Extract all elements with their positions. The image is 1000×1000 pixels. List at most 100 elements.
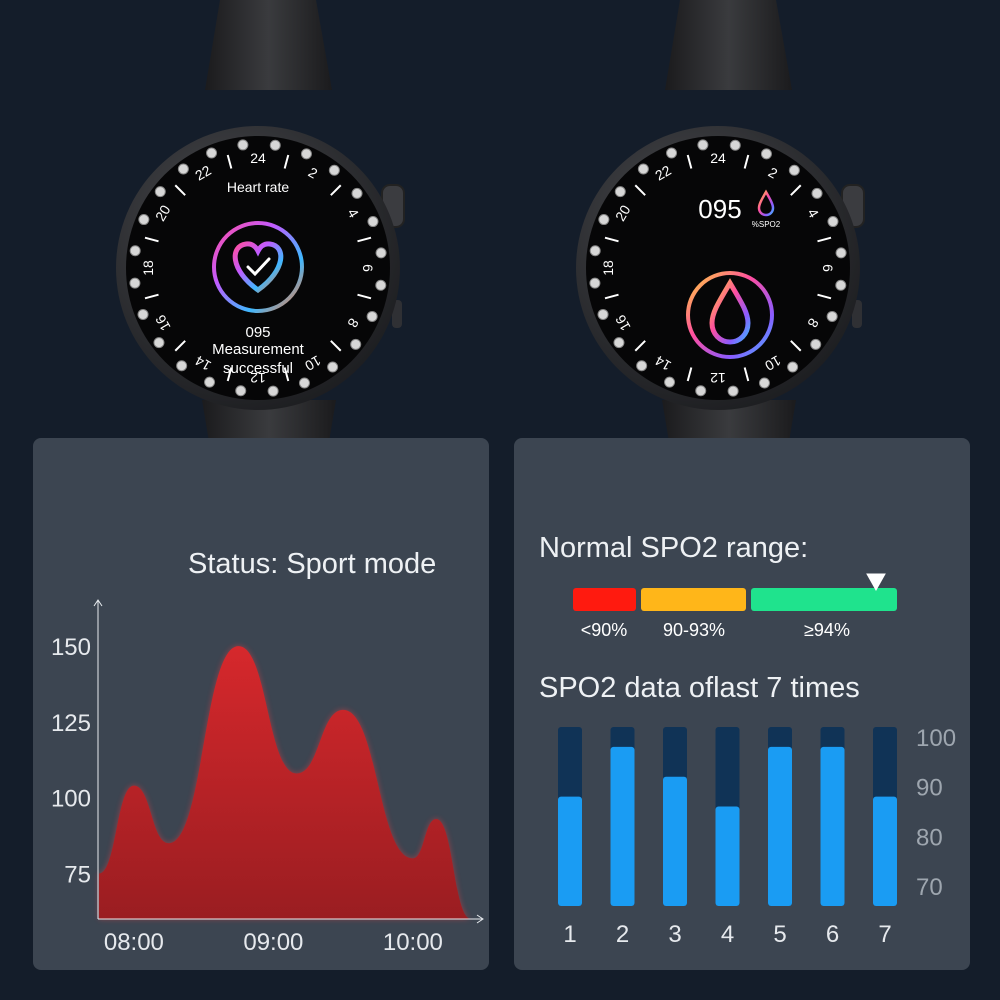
spo2-bar [873,796,897,906]
x-tick-label: 08:00 [104,929,164,956]
dial-number: 22 [192,162,214,184]
bezel-stud [597,308,609,320]
bezel-stud [760,148,772,160]
watch-strap-top [665,0,792,90]
bezel-stud [637,163,649,175]
range-segment-mid [641,588,746,611]
dial-tick [357,293,372,300]
watch-bezel [586,136,850,400]
spo2-panel: Normal SPO2 range: <90% 90-93% ≥94% SPO2… [514,438,970,970]
spo2-bar [610,746,635,906]
dial-number: 18 [600,260,616,276]
dial-tick [330,184,342,196]
spo2-chart-title: SPO2 data oflast 7 times [539,672,860,704]
x-tick-label: 4 [721,921,734,948]
dial-tick [330,340,342,352]
heart-icon [232,241,284,294]
bezel-stud [598,214,610,226]
dial-number: 18 [140,260,156,276]
bezel-stud [350,338,362,350]
x-axis-arrow-icon [476,914,484,924]
dial-number: 12 [250,370,266,386]
bezel-stud [235,385,247,397]
y-tick-label: 100 [916,725,956,752]
heart-rate-title: Heart rate [227,179,289,195]
x-tick-label: 6 [826,921,839,948]
bezel-stud [269,139,281,151]
bezel-stud [206,147,218,159]
dial-number: 24 [250,150,266,166]
dial-tick [817,236,832,243]
bezel-stud [664,376,676,388]
y-tick-label: 75 [64,862,91,889]
bezel-stud [366,310,378,322]
spo2-range-title: Normal SPO2 range: [539,532,809,564]
bezel-stud [328,164,340,176]
spo2-range-bar: <90% 90-93% ≥94% [573,573,897,640]
measurement-status-line2: successful [223,360,293,377]
y-tick-label: 90 [916,775,943,802]
range-segment-low [573,588,636,611]
dial-number: 12 [710,370,726,386]
range-label-low: <90% [581,620,628,640]
watch-bezel [126,136,390,400]
dial-tick [604,293,619,300]
range-label-mid: 90-93% [663,620,725,640]
bezel-stud [375,279,387,291]
spo2-bar [820,746,845,906]
sport-mode-status: Status: Sport mode [188,548,437,580]
dial-tick [743,367,750,382]
bezel-stud [327,361,339,373]
dial-tick [634,340,646,352]
bezel-stud [788,164,800,176]
dial-tick [817,293,832,300]
y-tick-label: 125 [51,710,91,737]
y-tick-label: 150 [51,634,91,661]
dial-number: 22 [652,162,674,184]
watch-strap-top [205,0,332,90]
x-tick-label: 7 [878,921,891,948]
x-tick-label: 10:00 [383,929,443,956]
dial-number: 16 [152,312,174,334]
check-icon [246,257,271,277]
dial-number: 20 [612,202,634,224]
y-tick-label: 100 [51,786,91,813]
bezel-stud [351,187,363,199]
bezel-stud [154,186,166,198]
range-segment-normal [751,588,897,611]
dial-number: 16 [612,312,634,334]
spo2-bar [768,746,792,906]
spo2-bar [715,806,740,906]
bezel-stud [666,147,678,159]
dial-tick [686,154,693,169]
spo2-watch-unit: %SPO2 [752,220,781,229]
dial-tick [283,367,290,382]
dial-number: 10 [762,352,784,374]
bezel-stud [137,308,149,320]
bezel-stud [787,361,799,373]
dial-tick [174,184,186,196]
dial-number: 10 [302,352,324,374]
dial-number: 24 [710,150,726,166]
bezel-stud [267,385,279,397]
bezel-stud [727,385,739,397]
x-tick-label: 3 [668,921,681,948]
bezel-stud [695,385,707,397]
heart-rate-area [99,646,471,919]
x-tick-label: 5 [773,921,786,948]
bezel-stud [810,338,822,350]
bezel-stud [138,214,150,226]
dial-number: 14 [192,352,214,374]
heart-icon-ring [212,221,304,313]
bezel-stud [237,139,249,151]
heart-rate-chart: 75 100 125 150 08:00 09:00 10:00 [51,599,484,956]
bezel-stud [177,163,189,175]
x-tick-label: 09:00 [243,929,303,956]
bezel-stud [835,247,847,259]
bezel-stud [729,139,741,151]
bezel-stud [204,376,216,388]
bezel-stud [300,148,312,160]
spo2-bar [558,796,582,906]
